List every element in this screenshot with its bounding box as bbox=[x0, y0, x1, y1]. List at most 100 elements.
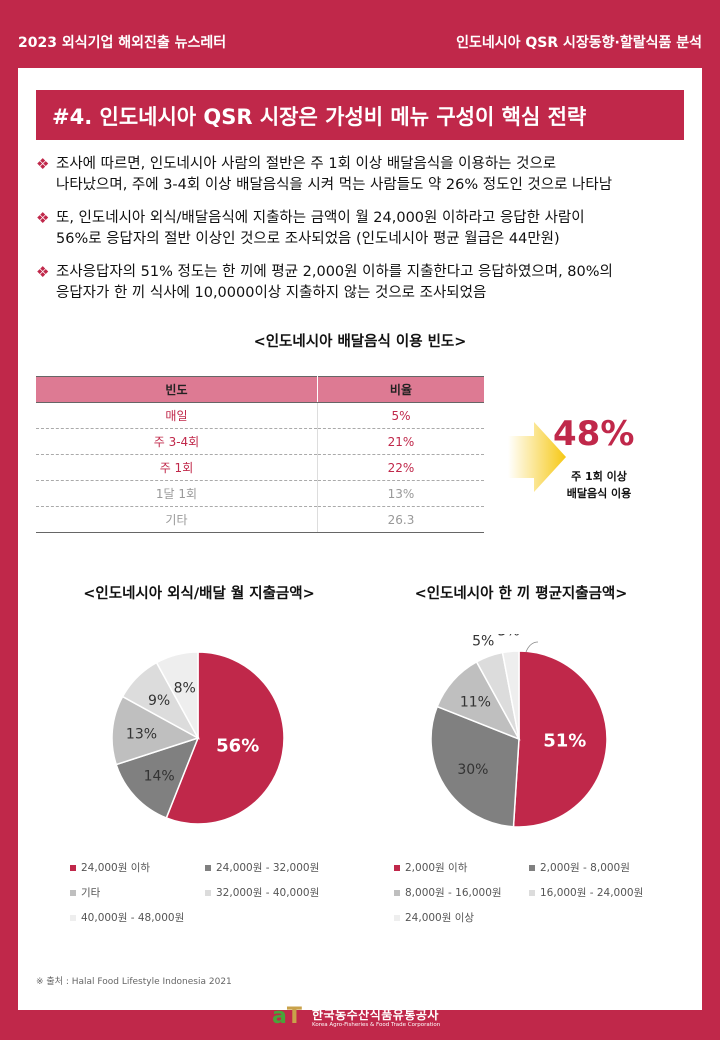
ratio-cell: 5% bbox=[317, 402, 484, 429]
organization-name: 한국농수산식품유통공사 bbox=[312, 1008, 439, 1022]
legend-item: 24,000원 이하 bbox=[70, 860, 150, 875]
pie-title-monthly-spending: <인도네시아 외식/배달 월 지출금액> bbox=[83, 586, 315, 602]
table-row: 기타 26.3 bbox=[36, 506, 484, 533]
pie-data-label: 3% bbox=[498, 634, 520, 639]
section-title: #4. 인도네시아 QSR 시장은 가성비 메뉴 구성이 핵심 전략 bbox=[36, 90, 684, 140]
legend-swatch bbox=[529, 865, 535, 871]
pie-data-label: 5% bbox=[472, 634, 494, 650]
pie-slice bbox=[430, 705, 520, 828]
pie-slice bbox=[155, 651, 199, 739]
table-row: 주 1회 22% bbox=[36, 454, 484, 481]
pie-slice bbox=[111, 695, 200, 766]
bullet-item: ❖ 또, 인도네시아 외식/배달음식에 지출하는 금액이 월 24,000원 이… bbox=[36, 208, 686, 250]
table-row: 주 3-4회 21% bbox=[36, 428, 484, 455]
legend-item: 기타 bbox=[70, 885, 100, 900]
column-header-ratio: 비율 bbox=[317, 376, 484, 403]
frequency-cell: 주 1회 bbox=[36, 454, 318, 481]
bullet-line: 조사응답자의 51% 정도는 한 끼에 평균 2,000원 이하를 지출한다고 … bbox=[56, 264, 613, 280]
pie-data-label: 11% bbox=[460, 695, 491, 711]
legend-label: 2,000원 - 8,000원 bbox=[540, 862, 630, 874]
legend-swatch bbox=[205, 890, 211, 896]
highlight-percentage: 48% bbox=[553, 414, 635, 454]
legend-item: 40,000원 - 48,000원 bbox=[70, 910, 184, 925]
bullet-line: 나타났으며, 주에 3-4회 이상 배달음식을 시켜 먹는 사람들도 약 26%… bbox=[56, 177, 613, 193]
legend-swatch bbox=[394, 890, 400, 896]
ratio-cell: 22% bbox=[317, 454, 484, 481]
newsletter-title: 2023 외식기업 해외진출 뉴스레터 bbox=[18, 35, 227, 51]
pie-data-label: 9% bbox=[148, 693, 170, 709]
legend-label: 40,000원 - 48,000원 bbox=[81, 912, 185, 924]
bullet-line: 응답자가 한 끼 식사에 10,0000이상 지출하지 않는 것으로 조사되었음 bbox=[56, 285, 487, 301]
legend-item: 2,000원 - 8,000원 bbox=[529, 860, 630, 875]
frequency-cell: 매일 bbox=[36, 402, 318, 429]
table-row: 매일 5% bbox=[36, 402, 484, 429]
legend-item: 2,000원 이하 bbox=[394, 860, 467, 875]
table-row: 1달 1회 13% bbox=[36, 480, 484, 507]
legend-label: 16,000원 - 24,000원 bbox=[540, 887, 644, 899]
pie-chart-per-meal-spending: 51% 30% 11% 5% 3% bbox=[430, 634, 608, 828]
legend-item: 8,000원 - 16,000원 bbox=[394, 885, 502, 900]
footer: aT 한국농수산식품유통공사 Korea Agro-Fisheries & Fo… bbox=[0, 1000, 720, 1040]
legend-label: 2,000원 이하 bbox=[405, 862, 468, 874]
bullet-line: 조사에 따르면, 인도네시아 사람의 절반은 주 1회 이상 배달음식을 이용하… bbox=[56, 156, 557, 172]
pie-title-per-meal-spending: <인도네시아 한 끼 평균지출금액> bbox=[414, 586, 628, 602]
highlight-caption-line: 배달음식 이용 bbox=[566, 487, 632, 500]
legend-swatch bbox=[529, 890, 535, 896]
diamond-bullet-icon: ❖ bbox=[36, 155, 50, 173]
ratio-cell: 26.3 bbox=[317, 506, 484, 533]
arrow-icon bbox=[508, 422, 566, 492]
legend-label: 8,000원 - 16,000원 bbox=[405, 887, 502, 899]
bullet-list: ❖ 조사에 따르면, 인도네시아 사람의 절반은 주 1회 이상 배달음식을 이… bbox=[36, 154, 686, 316]
organization-name-english: Korea Agro-Fisheries & Food Trade Corpor… bbox=[312, 1022, 441, 1028]
legend-swatch bbox=[394, 865, 400, 871]
frequency-cell: 1달 1회 bbox=[36, 480, 318, 507]
legend-swatch bbox=[394, 915, 400, 921]
bullet-line: 또, 인도네시아 외식/배달음식에 지출하는 금액이 월 24,000원 이하라… bbox=[56, 210, 585, 226]
frequency-table: 빈도 비율 매일 5% 주 3-4회 21% 주 1회 22% 1달 1회 13% 기타 26.3 bbox=[36, 376, 484, 533]
pie-data-label: 30% bbox=[457, 762, 488, 778]
legend-item: 16,000원 - 24,000원 bbox=[529, 885, 643, 900]
ratio-cell: 13% bbox=[317, 480, 484, 507]
pie-data-label: 51% bbox=[543, 730, 586, 751]
pie-data-label: 56% bbox=[216, 736, 259, 757]
pie-chart-monthly-spending: 56% 14% 13% 9%8% bbox=[111, 651, 285, 825]
legend-label: 24,000원 이상 bbox=[405, 912, 475, 924]
legend-swatch bbox=[70, 915, 76, 921]
highlight-caption-line: 주 1회 이상 bbox=[571, 470, 627, 483]
report-title: 인도네시아 QSR 시장동향·할랄식품 분석 bbox=[456, 35, 702, 51]
legend-swatch bbox=[70, 865, 76, 871]
diamond-bullet-icon: ❖ bbox=[36, 263, 50, 281]
column-header-frequency: 빈도 bbox=[36, 376, 318, 403]
ratio-cell: 21% bbox=[317, 428, 484, 455]
diamond-bullet-icon: ❖ bbox=[36, 209, 50, 227]
bullet-item: ❖ 조사응답자의 51% 정도는 한 끼에 평균 2,000원 이하를 지출한다… bbox=[36, 262, 686, 304]
pie-slice bbox=[501, 650, 520, 740]
legend-swatch bbox=[205, 865, 211, 871]
legend-label: 24,000원 이하 bbox=[81, 862, 151, 874]
bullet-item: ❖ 조사에 따르면, 인도네시아 사람의 절반은 주 1회 이상 배달음식을 이… bbox=[36, 154, 686, 196]
pie-slice bbox=[512, 650, 608, 828]
legend-item: 32,000원 - 40,000원 bbox=[205, 885, 319, 900]
pie-data-label: 13% bbox=[126, 727, 157, 743]
legend-label: 기타 bbox=[81, 887, 101, 899]
label-leader-line bbox=[525, 641, 539, 653]
at-logo-icon: aT bbox=[272, 1004, 302, 1029]
pie-data-label: 8% bbox=[174, 680, 196, 696]
frequency-cell: 기타 bbox=[36, 506, 318, 533]
legend-label: 24,000원 - 32,000원 bbox=[216, 862, 320, 874]
legend-swatch bbox=[70, 890, 76, 896]
top-bar: 2023 외식기업 해외진출 뉴스레터 인도네시아 QSR 시장동향·할랄식품 … bbox=[0, 0, 720, 70]
legend-item: 24,000원 - 32,000원 bbox=[205, 860, 319, 875]
content-page: #4. 인도네시아 QSR 시장은 가성비 메뉴 구성이 핵심 전략 ❖ 조사에… bbox=[18, 68, 702, 1010]
pie-data-label: 14% bbox=[144, 769, 175, 785]
pie-slice bbox=[165, 651, 285, 825]
source-note: ※ 출처 : Halal Food Lifestyle Indonesia 20… bbox=[36, 977, 232, 987]
pie-legend-per-meal-spending: 2,000원 이하 2,000원 - 8,000원 8,000원 - 16,000원… bbox=[394, 860, 694, 940]
table-title: <인도네시아 배달음식 이용 빈도> bbox=[253, 334, 467, 350]
table-header-row: 빈도 비율 bbox=[36, 376, 484, 403]
bullet-line: 56%로 응답자의 절반 이상인 것으로 조사되었음 (인도네시아 평균 월급은… bbox=[56, 231, 560, 247]
legend-item: 24,000원 이상 bbox=[394, 910, 474, 925]
highlight-caption: 주 1회 이상 배달음식 이용 bbox=[540, 468, 658, 502]
frequency-cell: 주 3-4회 bbox=[36, 428, 318, 455]
